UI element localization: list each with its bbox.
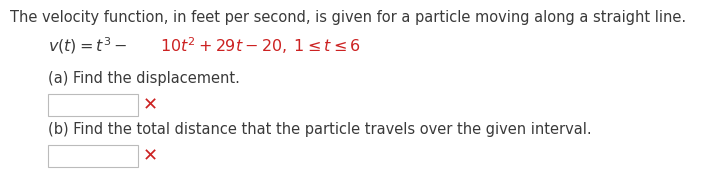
Text: ✕: ✕: [143, 96, 158, 114]
FancyBboxPatch shape: [48, 94, 138, 116]
Text: ✕: ✕: [143, 147, 158, 165]
Text: $10t^2 + 29t - 20, \; 1 \leq t \leq 6$: $10t^2 + 29t - 20, \; 1 \leq t \leq 6$: [160, 35, 360, 56]
FancyBboxPatch shape: [48, 145, 138, 167]
Text: $v(t) = t^3 - $: $v(t) = t^3 - $: [48, 35, 127, 56]
Text: The velocity function, in feet per second, is given for a particle moving along : The velocity function, in feet per secon…: [10, 10, 686, 25]
Text: (b) Find the total distance that the particle travels over the given interval.: (b) Find the total distance that the par…: [48, 122, 591, 137]
Text: (a) Find the displacement.: (a) Find the displacement.: [48, 71, 240, 86]
